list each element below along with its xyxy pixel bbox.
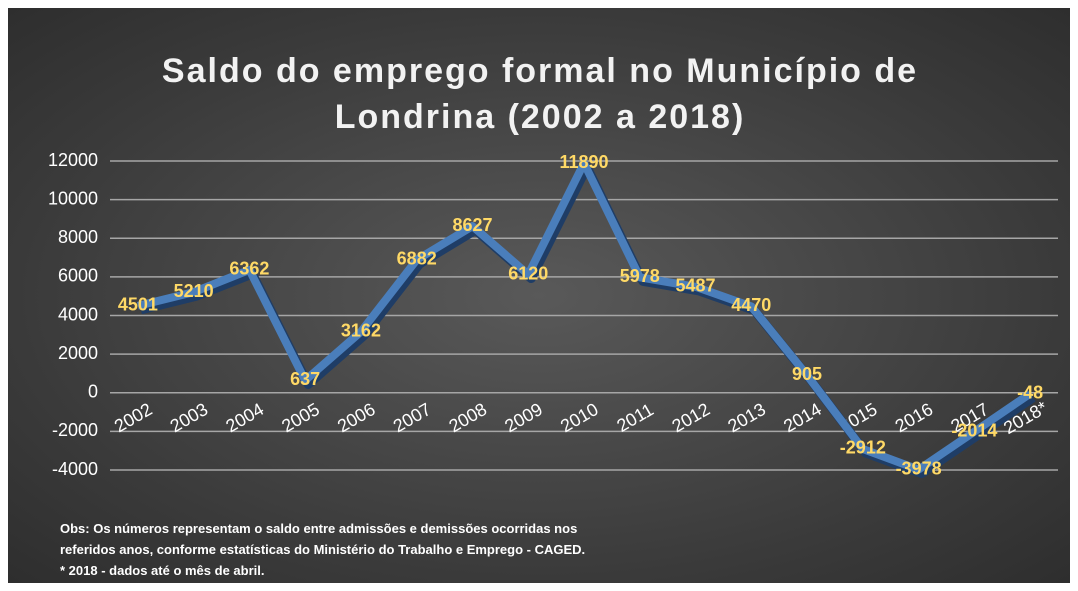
data-label: 5978	[620, 266, 660, 286]
data-label: 11890	[559, 152, 608, 172]
data-label: 6120	[508, 263, 548, 283]
note: * 2018 - dados até o mês de abril.	[60, 563, 265, 578]
y-tick-label: -4000	[52, 459, 98, 479]
data-label: 4470	[731, 295, 771, 315]
y-tick-label: 2000	[58, 343, 98, 363]
y-tick-label: 4000	[58, 304, 98, 324]
data-label: 6362	[229, 259, 269, 279]
chart-title: Saldo do emprego formal no Município de …	[161, 52, 919, 136]
y-tick-label: 8000	[58, 227, 98, 247]
data-label: -2912	[840, 438, 886, 458]
data-label: -3978	[896, 458, 942, 478]
note: Obs: Os números representam o saldo entr…	[60, 521, 578, 536]
data-label: 5487	[676, 276, 716, 296]
data-label: 6882	[397, 249, 437, 269]
y-tick-label: 12000	[48, 150, 98, 170]
line	[136, 159, 1033, 474]
data-label: 637	[290, 369, 320, 389]
data-label: 5210	[174, 281, 214, 301]
y-tick-label: 6000	[58, 266, 98, 286]
data-label: 4501	[118, 295, 158, 315]
data-label: 905	[792, 364, 822, 384]
y-tick-label: 0	[88, 382, 98, 402]
data-label: 3162	[341, 320, 381, 340]
x-tick-label: 2011	[613, 399, 657, 436]
data-label: -2014	[951, 420, 997, 440]
y-tick-label: 10000	[48, 188, 98, 208]
notes: Obs: Os números representam o saldo entr…	[60, 518, 585, 581]
y-tick-label: -2000	[52, 420, 98, 440]
data-label: -48	[1017, 382, 1043, 402]
note: referidos anos, conforme estatísticas do…	[60, 542, 586, 557]
data-label: 8627	[452, 215, 492, 235]
